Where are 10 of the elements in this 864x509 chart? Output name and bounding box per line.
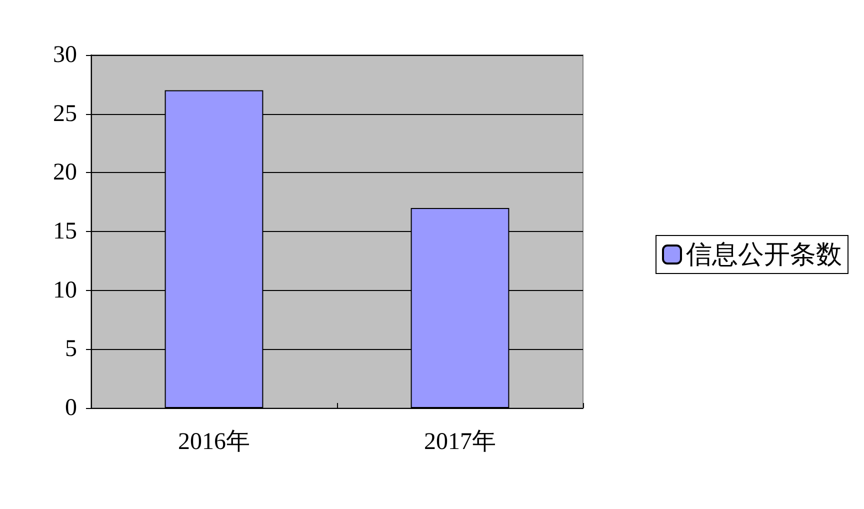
- x-tick-label: 2016年: [178, 429, 250, 455]
- y-tick-label: 25: [53, 100, 77, 127]
- y-tick-label: 30: [53, 42, 77, 68]
- y-tick-label: 10: [53, 277, 77, 304]
- legend-label: 信息公开条数: [686, 240, 842, 269]
- y-tick-label: 15: [53, 218, 77, 244]
- y-tick-label: 20: [53, 160, 77, 186]
- x-tick-label: 2017年: [424, 429, 496, 455]
- y-tick-label: 5: [65, 336, 77, 362]
- y-tick-label: 0: [65, 395, 77, 421]
